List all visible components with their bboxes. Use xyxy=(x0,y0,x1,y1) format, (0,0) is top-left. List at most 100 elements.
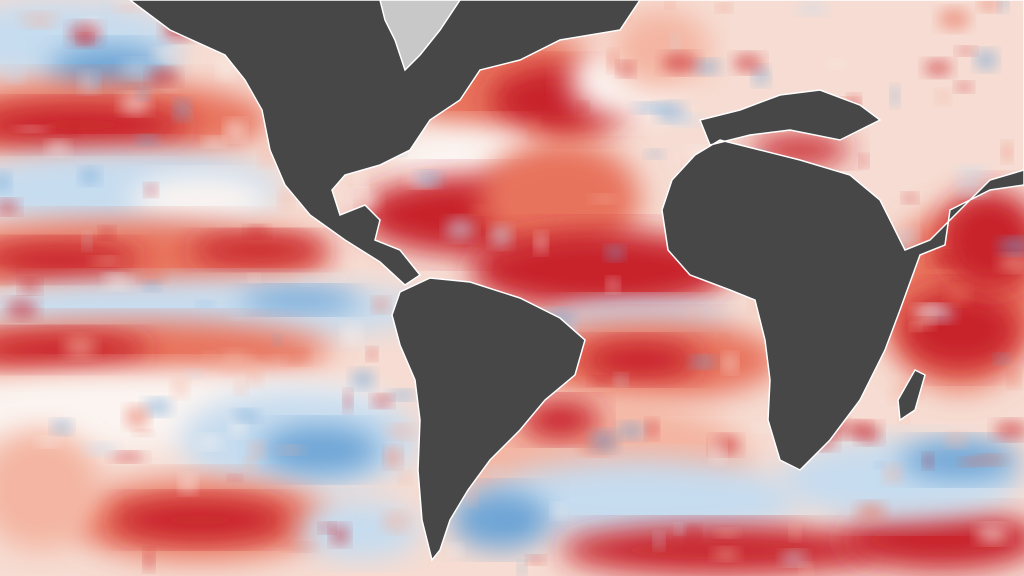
anomaly-speckle xyxy=(607,278,619,292)
anomaly-speckle xyxy=(20,279,40,293)
anomaly-speckle xyxy=(1019,3,1024,13)
anomaly-speckle xyxy=(690,356,716,368)
anomaly-speckle xyxy=(257,354,269,360)
anomaly-speckle xyxy=(472,206,492,214)
anomaly-speckle xyxy=(535,233,547,253)
anomaly-speckle xyxy=(249,442,265,458)
anomaly-speckle xyxy=(903,193,917,203)
anomaly-speckle xyxy=(278,446,304,454)
anomaly-speckle xyxy=(37,437,59,447)
anomaly-speckle xyxy=(249,274,259,282)
anomaly-speckle xyxy=(225,120,245,140)
anomaly-speckle xyxy=(608,51,618,71)
anomaly-speckle xyxy=(800,564,812,576)
anomaly-speckle xyxy=(320,523,334,533)
anomaly-speckle xyxy=(279,190,293,208)
anomaly-speckle xyxy=(891,86,899,106)
anomaly-speckle xyxy=(229,311,247,319)
anomaly-speckle xyxy=(1002,143,1012,161)
anomaly-speckle xyxy=(590,377,612,385)
anomaly-speckle xyxy=(994,421,1024,439)
anomaly-region-strong-warm xyxy=(580,340,700,380)
anomaly-speckle xyxy=(914,304,946,314)
anomaly-speckle xyxy=(342,190,378,210)
anomaly-region-cool xyxy=(240,288,360,312)
anomaly-speckle xyxy=(355,175,367,195)
anomaly-speckle xyxy=(671,35,679,51)
anomaly-speckle xyxy=(399,472,411,484)
anomaly-speckle xyxy=(145,184,157,196)
anomaly-speckle xyxy=(686,308,700,318)
anomaly-speckle xyxy=(646,150,664,158)
anomaly-speckle xyxy=(654,533,664,549)
anomaly-speckle xyxy=(216,444,244,454)
anomaly-speckle xyxy=(385,447,401,467)
anomaly-speckle xyxy=(121,60,153,78)
anomaly-speckle xyxy=(591,195,617,203)
anomaly-speckle xyxy=(733,54,763,72)
anomaly-speckle xyxy=(633,103,667,113)
anomaly-speckle xyxy=(174,100,190,120)
anomaly-region-strong-warm xyxy=(190,234,330,266)
anomaly-speckle xyxy=(711,440,725,462)
land-layer xyxy=(128,0,1024,562)
anomaly-speckle xyxy=(957,47,975,55)
anomaly-speckle xyxy=(382,512,410,532)
anomaly-speckle xyxy=(284,543,314,551)
anomaly-speckle xyxy=(0,172,10,192)
anomaly-speckle xyxy=(67,121,79,135)
anomaly-speckle xyxy=(912,310,934,328)
anomaly-speckle xyxy=(229,475,241,481)
anomaly-speckle xyxy=(946,433,966,447)
anomaly-speckle xyxy=(416,172,442,186)
anomaly-region-cool xyxy=(900,440,1020,480)
anomaly-speckle xyxy=(273,335,281,345)
anomaly-speckle xyxy=(618,423,644,439)
anomaly-speckle xyxy=(529,119,539,139)
anomaly-speckle xyxy=(125,406,149,428)
anomaly-speckle xyxy=(884,465,902,483)
anomaly-speckle xyxy=(931,252,963,266)
anomaly-speckle xyxy=(197,301,213,307)
anomaly-speckle xyxy=(720,334,730,344)
anomaly-speckle xyxy=(0,200,19,214)
anomaly-speckle xyxy=(172,379,188,397)
greenland-land xyxy=(379,0,461,72)
anomaly-speckle xyxy=(717,4,731,12)
madagascar-land xyxy=(897,369,926,422)
anomaly-speckle xyxy=(186,370,202,378)
europe-africa-land xyxy=(640,0,1024,471)
anomaly-speckle xyxy=(693,60,721,74)
anomaly-speckle xyxy=(312,347,322,363)
anomaly-speckle xyxy=(64,336,96,358)
anomaly-speckle xyxy=(995,354,1009,364)
anomaly-speckle xyxy=(487,466,501,474)
anomaly-speckle xyxy=(244,458,256,470)
anomaly-speckle xyxy=(713,548,739,560)
anomaly-speckle xyxy=(936,90,950,104)
anomaly-speckle xyxy=(998,238,1024,254)
anomaly-speckle xyxy=(956,82,972,92)
anomaly-speckle xyxy=(956,167,988,183)
anomaly-speckle xyxy=(753,424,767,432)
south-america-land xyxy=(391,277,586,562)
anomaly-speckle xyxy=(938,8,970,30)
anomaly-speckle xyxy=(91,257,121,265)
anomaly-speckle xyxy=(386,425,416,439)
anomaly-speckle xyxy=(139,268,165,282)
anomaly-speckle xyxy=(153,49,177,61)
anomaly-speckle xyxy=(924,60,952,76)
anomaly-speckle xyxy=(268,549,288,557)
anomaly-speckle xyxy=(448,544,462,556)
anomaly-speckle xyxy=(248,363,262,385)
anomaly-speckle xyxy=(946,286,970,304)
anomaly-speckle xyxy=(875,462,885,468)
anomaly-speckle xyxy=(753,67,769,85)
anomaly-region-cool xyxy=(260,425,380,475)
anomaly-speckle xyxy=(84,443,118,455)
anomaly-speckle xyxy=(134,430,152,436)
anomaly-speckle xyxy=(528,556,544,564)
anomaly-speckle xyxy=(860,155,868,167)
anomaly-speckle xyxy=(92,68,100,86)
